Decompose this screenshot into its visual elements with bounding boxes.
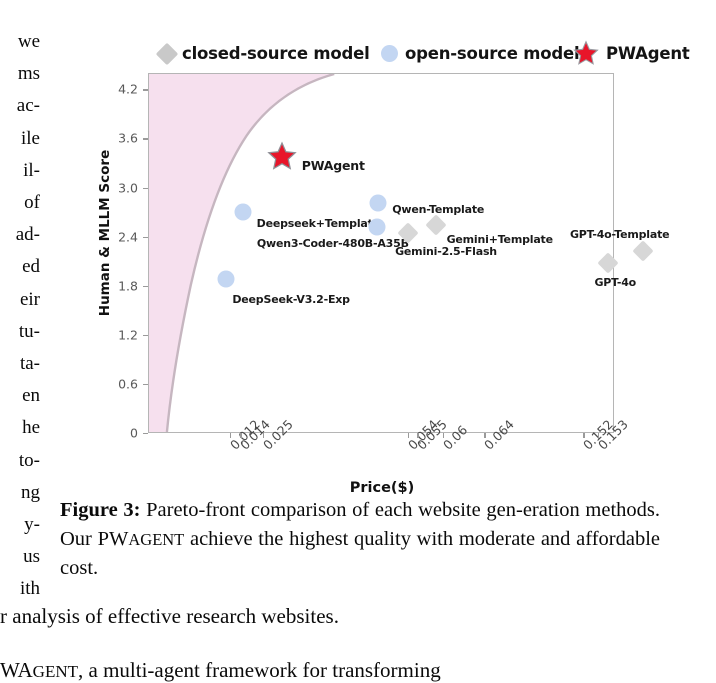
figure-3: closed-source model open-source model PW… — [48, 18, 716, 496]
text-fragment: of — [24, 192, 40, 214]
text-fragment: y- — [24, 514, 40, 536]
legend-label: PWAgent — [606, 43, 690, 63]
text-fragment: ed — [22, 256, 40, 278]
text-fragment: us — [23, 546, 40, 568]
data-point-circle[interactable] — [368, 218, 386, 236]
text-fragment: ile — [21, 127, 40, 149]
data-point-label: Qwen-Template — [392, 203, 485, 217]
text-fragment: en — [22, 385, 40, 407]
pareto-front-region — [149, 74, 335, 432]
y-tick-label: 1.2 — [118, 327, 138, 343]
chart-legend: closed-source model open-source model PW… — [103, 40, 703, 74]
y-tick-label: 0 — [130, 425, 138, 441]
y-tick-mark — [143, 187, 148, 189]
text-fragment: he — [22, 417, 40, 439]
caption-text-1: Pareto-front comparison of each website … — [60, 499, 661, 550]
legend-item-open-source[interactable]: open-source model — [381, 44, 580, 63]
x-tick-mark — [263, 433, 265, 438]
y-tick-label: 3.6 — [118, 130, 138, 146]
text-fragment: eir — [19, 288, 40, 310]
plot-area: DeepSeek-V3.2-Exp Deepseek+Template PWAgen… — [148, 73, 670, 433]
y-tick-label: 2.4 — [118, 229, 138, 245]
legend-label: open-source model — [405, 44, 580, 63]
x-tick-mark — [583, 433, 585, 438]
text-fragment: ta- — [19, 353, 40, 375]
y-tick-mark — [143, 383, 148, 386]
text-fragment: to- — [18, 449, 40, 471]
data-point-circle[interactable] — [369, 194, 387, 212]
legend-item-pwagent[interactable]: PWAgent — [573, 40, 690, 66]
y-tick-label: 4.2 — [118, 81, 138, 97]
y-tick-label: 1.8 — [118, 278, 138, 294]
legend-label: closed-source model — [182, 44, 370, 63]
x-tick-mark — [240, 433, 242, 438]
x-tick-mark — [407, 433, 409, 438]
circle-marker-icon — [381, 45, 398, 62]
caption-brand-agent: AGENT — [128, 530, 185, 549]
x-tick-mark — [230, 433, 232, 438]
x-tick-mark — [484, 433, 486, 438]
data-point-label: Qwen3-Coder-480B-A35B — [256, 237, 409, 250]
y-tick-mark — [143, 334, 148, 337]
caption-text-2: achieve the highest quality with moderat… — [60, 528, 660, 579]
text-fragment: we — [17, 31, 40, 52]
caption-brand-pw: PW — [97, 528, 129, 550]
text-fragment: ng — [21, 481, 40, 503]
data-point-label: GPT-4o — [594, 276, 637, 289]
data-point-diamond[interactable] — [632, 240, 654, 262]
x-axis-label: Price($) — [349, 480, 415, 496]
data-point-label: Gemini+Template — [446, 233, 553, 247]
text-fragment: ac- — [16, 95, 40, 117]
body-text-line-2: WAGENT, a multi-agent framework for tran… — [0, 658, 441, 682]
x-tick-mark — [598, 433, 600, 438]
text-fragment: il- — [23, 159, 40, 181]
y-tick-mark — [143, 433, 148, 435]
y-tick-label: 3.0 — [118, 180, 138, 196]
data-point-star[interactable] — [267, 141, 297, 171]
left-column-text-fragments: we ms ac-ile il-of ad-ed eir tu-ta-en he to-ng y-… — [0, 26, 40, 606]
text-fragment: ad- — [15, 224, 40, 246]
text-fragment: tu- — [18, 320, 40, 342]
data-point-label: GPT-4o-Template — [569, 227, 670, 241]
data-point-circle[interactable] — [234, 203, 252, 221]
y-axis-label: Human & MLLM Score — [97, 149, 113, 317]
body-text-line-1: r analysis of effective research website… — [0, 604, 339, 628]
text-fragment: ms — [17, 63, 40, 85]
y-tick-mark — [143, 138, 148, 140]
star-marker-icon — [573, 40, 599, 66]
caption-label: Figure 3: — [60, 499, 141, 521]
y-tick-label: 0.6 — [118, 376, 138, 392]
x-tick-mark — [417, 433, 419, 438]
legend-item-closed-source[interactable]: closed-source model — [155, 42, 370, 65]
data-point-label: Deepseek+Template — [256, 217, 380, 231]
y-tick-mark — [143, 89, 148, 91]
text-fragment: ith — [19, 578, 40, 600]
y-tick-mark — [143, 236, 148, 238]
y-tick-mark — [143, 285, 148, 288]
figure-caption: Figure 3: Pareto-front comparison of eac… — [60, 496, 660, 583]
data-point-label: DeepSeek-V3.2-Exp — [232, 292, 350, 306]
data-point-circle[interactable] — [217, 270, 235, 288]
data-point-label: PWAgent — [301, 157, 365, 173]
data-point-label: Gemini-2.5-Flash — [395, 244, 497, 258]
x-tick-mark — [442, 433, 444, 438]
diamond-marker-icon — [155, 42, 179, 65]
